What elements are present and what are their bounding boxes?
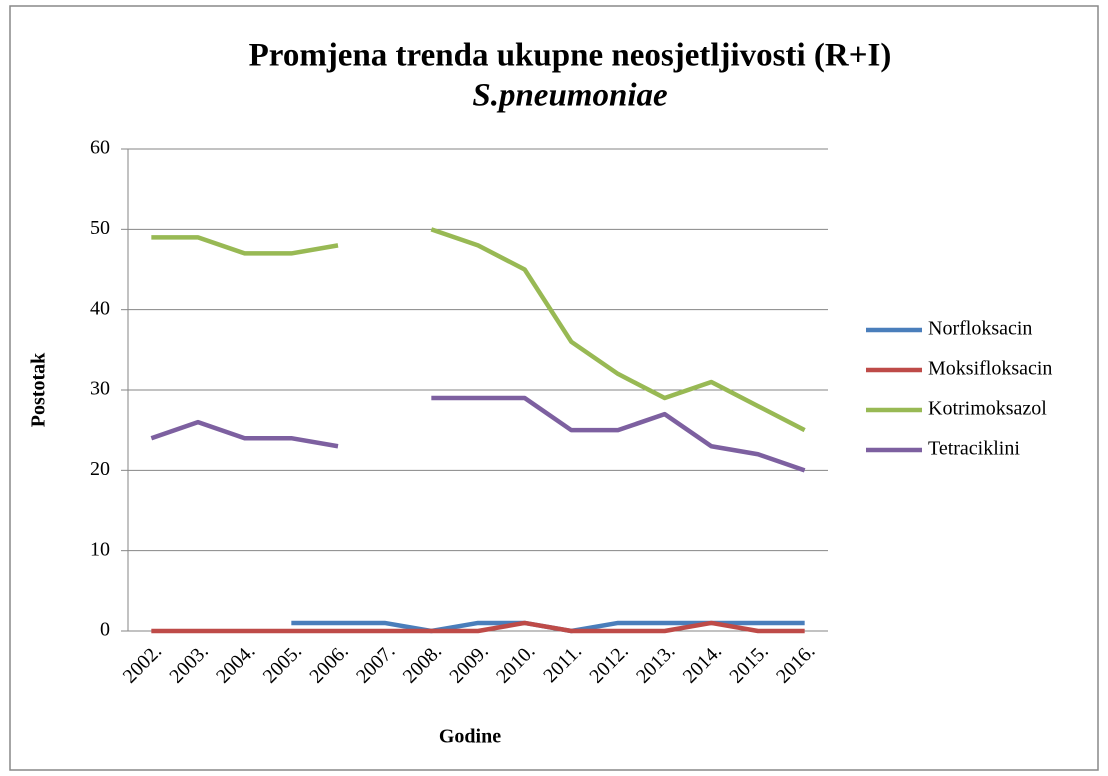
y-tick-label: 10 <box>90 538 110 560</box>
y-tick-label: 0 <box>100 619 110 641</box>
legend-label: Norfloksacin <box>928 318 1032 340</box>
series-line <box>150 395 806 473</box>
legend-label: Kotrimoksazol <box>928 398 1047 420</box>
legend-label: Tetraciklini <box>928 438 1020 460</box>
chart-title: Promjena trenda ukupne neosjetljivosti (… <box>249 38 892 74</box>
series-line <box>151 227 806 433</box>
legend-label: Moksifloksacin <box>928 358 1052 380</box>
y-tick-label: 50 <box>90 217 110 239</box>
y-tick-label: 60 <box>90 137 110 159</box>
y-tick-label: 30 <box>90 378 110 400</box>
chart-subtitle: S.pneumoniae <box>472 78 667 114</box>
series-line <box>151 620 805 634</box>
x-axis-title: Godine <box>439 726 501 748</box>
y-tick-label: 40 <box>90 297 110 319</box>
y-axis-title: Postotak <box>28 352 50 427</box>
chart-border <box>9 5 1099 771</box>
y-tick-label: 20 <box>90 458 110 480</box>
